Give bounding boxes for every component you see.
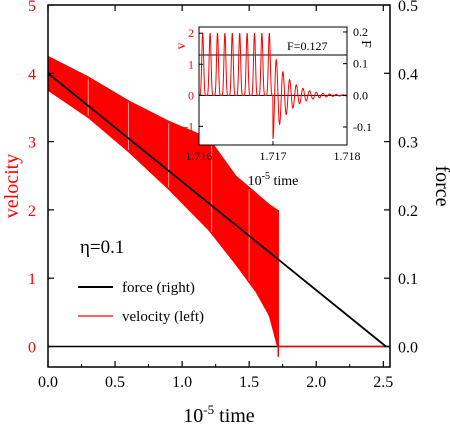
y-right-tick-label: 0.5 [398, 0, 418, 15]
legend-force-label: force (right) [122, 280, 195, 296]
main-frame [47, 4, 391, 368]
inset-x-tick-label: 1.718 [334, 149, 361, 163]
inset-force-annotation: F=0.127 [287, 39, 327, 53]
inset-y-left-tick-label: 0 [188, 88, 194, 102]
inset-y-left-tick-label: 2 [188, 26, 194, 40]
x-tick-label: 1.5 [239, 374, 259, 391]
y-right-tick-label: 0.4 [398, 66, 418, 83]
eta-annotation: η=0.1 [80, 237, 124, 258]
inset-y-right-tick-label: -0.1 [353, 120, 372, 134]
x-tick-label: 1.0 [172, 374, 192, 391]
velocity-band [47, 55, 278, 347]
inset-y-left-tick-label: 1 [188, 57, 194, 71]
y-right-tick-label: 0.3 [398, 135, 418, 152]
y-right-tick-label: 0.2 [398, 203, 418, 220]
y-right-tick-label: 0.0 [398, 340, 418, 357]
inset-velocity-line [199, 32, 348, 139]
inset-plot: 1.716 1.717 1.718 2 1 0 -1 0.2 0.1 0.0 -0.1 v F 10-5 … [174, 25, 373, 189]
y-left-tick-label: 5 [28, 0, 36, 15]
y-left-tick-label: 3 [28, 135, 36, 152]
force-line [47, 72, 387, 348]
y-left-tick-label: 0 [28, 340, 36, 357]
y-left-tick-label: 2 [28, 203, 36, 220]
x-tick-label: 0.5 [105, 374, 125, 391]
x-tick-label: 0.0 [38, 374, 58, 391]
y-right-tick-label: 0.1 [398, 271, 418, 288]
y-right-axis-label: force [431, 165, 450, 206]
inset-y-right-tick-label: 0.0 [353, 88, 368, 102]
inset-x-tick-label: 1.716 [186, 149, 213, 163]
inset-y-left-label: v [174, 43, 189, 50]
x-tick-label: 2.5 [373, 374, 393, 391]
inset-x-axis-label: 10-5 time [248, 171, 299, 189]
inset-y-left-tick-label: -1 [184, 119, 194, 133]
inset-y-right-tick-label: 0.2 [353, 25, 368, 39]
y-left-tick-label: 4 [28, 66, 36, 83]
inset-x-tick-label: 1.717 [260, 149, 287, 163]
legend-velocity-label: velocity (left) [122, 309, 204, 325]
x-axis-label: 10-5 time [183, 402, 255, 427]
x-tick-label: 2.0 [306, 374, 326, 391]
y-left-axis-label: velocity [1, 154, 23, 218]
inset-y-right-label: F [358, 40, 373, 48]
inset-y-right-tick-label: 0.1 [353, 57, 368, 71]
y-left-tick-label: 1 [28, 271, 36, 288]
